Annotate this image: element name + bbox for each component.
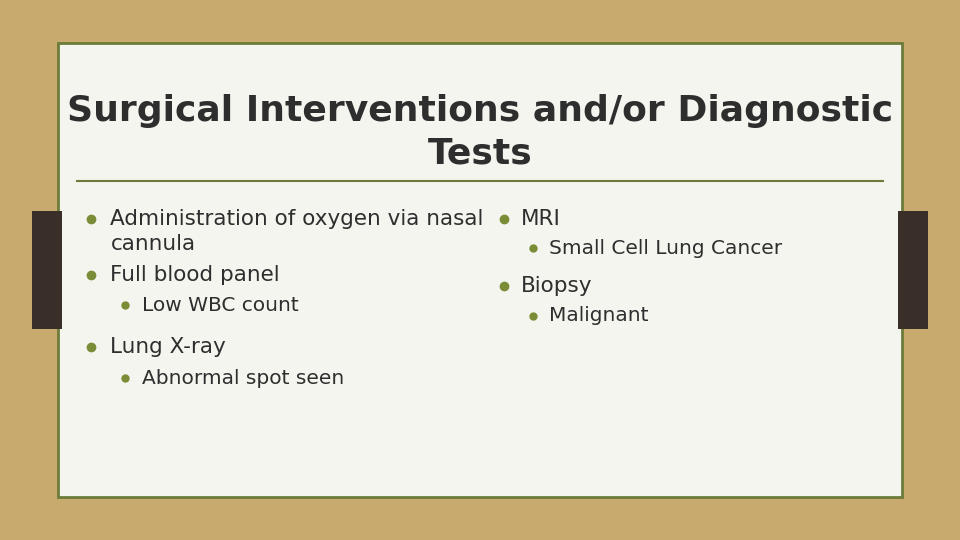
Text: Surgical Interventions and/or Diagnostic: Surgical Interventions and/or Diagnostic [67,94,893,127]
Text: Malignant: Malignant [549,306,649,326]
Text: Small Cell Lung Cancer: Small Cell Lung Cancer [549,239,782,258]
Text: Low WBC count: Low WBC count [142,295,299,315]
Text: Abnormal spot seen: Abnormal spot seen [142,368,345,388]
Text: Lung X-ray: Lung X-ray [110,336,227,357]
Bar [32,211,62,329]
FancyBboxPatch shape [58,43,902,497]
Text: cannula: cannula [110,234,196,254]
Text: Administration of oxygen via nasal: Administration of oxygen via nasal [110,208,484,229]
Bar [898,211,928,329]
Text: Full blood panel: Full blood panel [110,265,280,286]
Text: Biopsy: Biopsy [521,276,592,296]
Text: Tests: Tests [427,137,533,171]
Text: MRI: MRI [521,208,562,229]
